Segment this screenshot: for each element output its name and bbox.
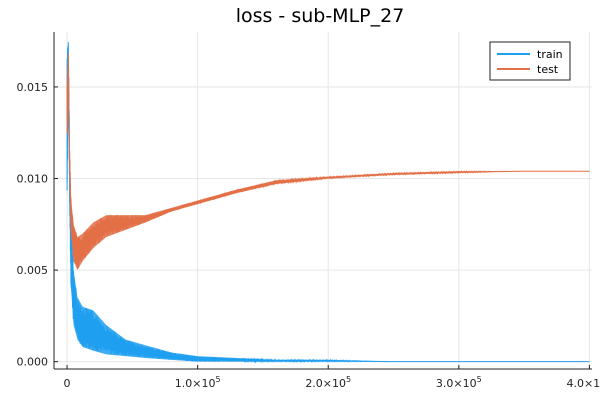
tick-layer: 0.000 0.005 0.010 0.015 0 1.0×105 2.0×105 3.0×1… <box>17 81 600 390</box>
y-tick-label: 0.005 <box>17 264 49 277</box>
y-tick-label: 0.000 <box>17 356 49 369</box>
y-tick-label: 0.010 <box>17 173 49 186</box>
series-layer <box>66 41 590 364</box>
x-tick-label: 1.0×105 <box>175 375 221 390</box>
x-tick-label: 2.0×105 <box>305 375 351 390</box>
series-line-train <box>66 42 590 364</box>
legend-label-test: test <box>537 63 559 76</box>
chart-title: loss - sub-MLP_27 <box>236 5 405 27</box>
x-tick-label: 0 <box>64 377 71 390</box>
grid-lines <box>54 32 592 369</box>
x-tick-label: 3.0×105 <box>436 375 482 390</box>
legend-label-train: train <box>537 48 563 61</box>
legend: train test <box>489 41 571 81</box>
legend-box <box>489 41 571 81</box>
series-line-test <box>66 53 590 269</box>
x-tick-label: 4.0×105 <box>566 375 600 390</box>
y-tick-label: 0.015 <box>17 81 49 94</box>
